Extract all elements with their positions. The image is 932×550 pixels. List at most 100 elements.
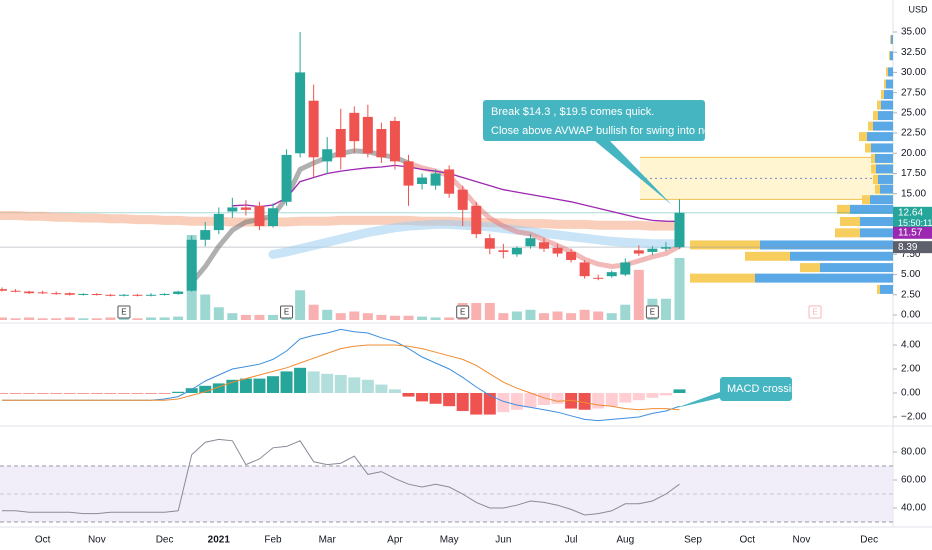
volume-bar: [118, 318, 129, 320]
profile-down: [873, 111, 878, 121]
volume-bar: [417, 316, 428, 320]
profile-down: [871, 153, 875, 163]
profile-down: [840, 217, 860, 227]
profile-down: [877, 284, 880, 294]
candle-body: [660, 247, 671, 249]
candle-body: [51, 293, 62, 295]
candle-body: [105, 294, 116, 296]
annotation-text: MACD crossing: [727, 383, 803, 395]
earnings-label: E: [460, 308, 465, 317]
profile-down: [890, 35, 891, 45]
y-tick-label: 2.00: [901, 364, 921, 375]
profile-up: [755, 273, 893, 283]
volume-bar: [525, 309, 536, 320]
reference-tag: [893, 241, 932, 254]
macd-histogram-bar: [375, 384, 388, 393]
candle-body: [64, 293, 75, 295]
candle-body: [417, 177, 428, 185]
x-tick-label: Oct: [739, 535, 755, 546]
candle-body: [444, 169, 455, 194]
volume-bar: [24, 317, 35, 320]
earnings-label: E: [812, 308, 817, 317]
annotation-box: [720, 377, 792, 401]
candle-body: [389, 120, 400, 162]
x-tick-label: May: [440, 535, 459, 546]
y-tick-label: 0.00: [901, 388, 921, 399]
plot: 35.00 32.50 30.00 27.50 25.00 22.50 20.00 17.50…: [0, 27, 932, 546]
macd-histogram-bar: [117, 392, 130, 394]
volume-bar: [511, 311, 522, 320]
profile-down: [837, 204, 850, 214]
macd-histogram-bar: [104, 392, 117, 394]
profile-up: [875, 153, 893, 163]
candle-body: [430, 173, 441, 186]
earnings-label: E: [121, 308, 126, 317]
profile-up: [886, 79, 893, 89]
candle-body: [335, 129, 346, 158]
profile-down: [889, 51, 890, 61]
volume-bar: [227, 313, 238, 320]
candle-body: [471, 205, 482, 235]
last-price-label: 12.64: [898, 207, 923, 218]
x-tick-label: Dec: [860, 535, 878, 546]
volume-bar: [173, 316, 184, 320]
macd-histogram-bar: [294, 367, 307, 393]
earnings-marker: [280, 305, 294, 319]
y-tick-label: 25.00: [901, 107, 926, 118]
x-tick-label: Mar: [319, 535, 337, 546]
macd-histogram-bar: [145, 392, 158, 394]
macd-histogram-bar: [510, 392, 523, 410]
profile-down: [835, 228, 860, 238]
annotation-text: Break $14.3 , $19.5 comes quick.: [491, 106, 654, 118]
profile-up: [870, 195, 893, 205]
profile-up: [876, 164, 893, 174]
volume-bar: [430, 317, 441, 320]
earnings-label: E: [284, 308, 289, 317]
macd-histogram-bar: [578, 392, 591, 410]
profile-down: [881, 90, 884, 100]
y-tick-label: 2.50: [901, 289, 921, 300]
macd-histogram-bar: [77, 392, 90, 394]
x-tick-label: Aug: [616, 535, 634, 546]
volume-bar: [10, 318, 21, 320]
volume-bar: [593, 311, 604, 320]
x-tick-label: Jun: [495, 535, 511, 546]
candle-body: [118, 294, 129, 296]
candle-body: [200, 230, 211, 240]
profile-up: [880, 184, 893, 194]
macd-line: [2, 344, 680, 411]
candle-body: [403, 161, 414, 186]
macd-histogram-bar: [9, 392, 22, 394]
volume-bar: [403, 315, 414, 320]
macd-histogram-bar: [619, 392, 632, 403]
profile-down: [868, 121, 873, 131]
candle-body: [146, 294, 157, 296]
macd-histogram-bar: [307, 371, 320, 393]
y-tick-label: 30.00: [901, 67, 926, 78]
volume-bar: [349, 311, 360, 320]
candle-body: [620, 262, 631, 275]
macd-histogram-bar: [0, 392, 8, 394]
profile-up: [871, 143, 893, 153]
candle-body: [91, 293, 102, 295]
macd-histogram-bar: [443, 392, 456, 407]
profile-up: [790, 251, 893, 261]
y-tick-label: 27.50: [901, 87, 926, 98]
volume-bar: [308, 304, 319, 320]
volume-bar: [579, 309, 590, 320]
volume-bar: [376, 314, 387, 320]
volume-bar: [64, 317, 75, 320]
profile-down: [690, 240, 760, 250]
volume-bar: [471, 303, 482, 320]
currency: USD: [908, 4, 928, 14]
x-tick-label: Feb: [264, 535, 282, 546]
volume-bar: [633, 269, 644, 320]
macd-histogram-bar: [470, 392, 483, 415]
profile-down: [873, 174, 878, 184]
macd-histogram-bar: [267, 376, 279, 393]
countdown-label: 15:50:11: [898, 218, 932, 228]
volume-bar: [539, 313, 549, 320]
candle-body: [539, 242, 549, 249]
profile-up: [873, 121, 893, 131]
volume-bar: [566, 313, 577, 320]
